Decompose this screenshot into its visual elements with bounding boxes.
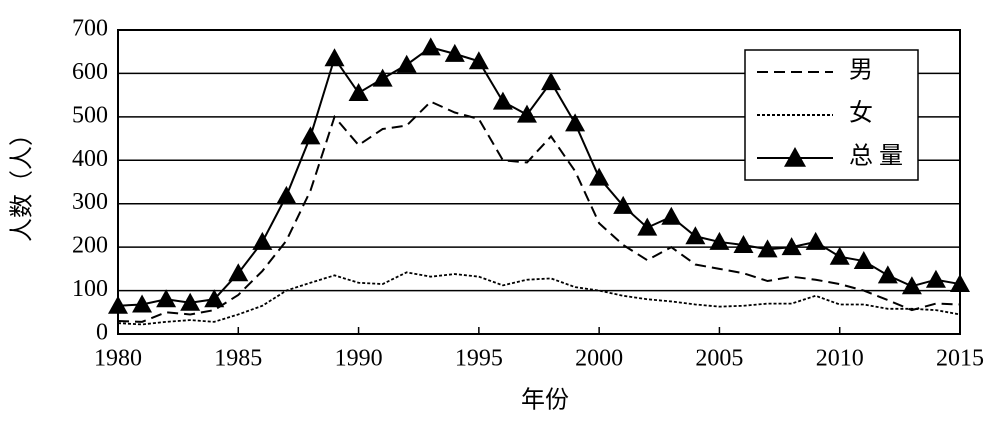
- marker: [156, 289, 177, 308]
- marker: [541, 72, 562, 91]
- marker: [757, 239, 778, 258]
- marker: [733, 234, 754, 253]
- marker: [324, 48, 345, 67]
- marker: [565, 113, 586, 132]
- marker: [805, 231, 826, 250]
- y-tick-label: 0: [96, 320, 108, 346]
- plot-frame: [117, 29, 961, 335]
- marker: [420, 37, 441, 56]
- marker: [516, 104, 537, 123]
- series-line: [117, 100, 961, 323]
- marker: [468, 51, 489, 70]
- y-tick-label: 700: [72, 16, 108, 42]
- y-tick-label: 100: [72, 276, 108, 302]
- x-tick-label: 2000: [575, 346, 623, 372]
- y-tick-label: 600: [72, 59, 108, 85]
- marker: [901, 276, 922, 295]
- y-tick-label: 300: [72, 189, 108, 215]
- x-tick-label: 1990: [335, 346, 383, 372]
- marker: [950, 274, 970, 293]
- marker: [108, 295, 128, 314]
- legend-label: 男: [849, 58, 879, 84]
- marker: [661, 206, 682, 225]
- marker: [300, 126, 321, 145]
- marker: [829, 246, 850, 265]
- marker: [396, 54, 417, 73]
- marker: [252, 231, 273, 250]
- marker: [685, 226, 706, 245]
- marker: [781, 237, 802, 256]
- marker: [372, 68, 393, 87]
- marker: [492, 91, 513, 110]
- legend-label: 总量: [849, 143, 909, 170]
- x-tick-label: 1995: [455, 346, 503, 372]
- marker: [877, 265, 898, 284]
- marker: [613, 195, 634, 214]
- x-tick-label: 2005: [695, 346, 743, 372]
- marker: [709, 231, 730, 250]
- marker: [180, 292, 201, 311]
- marker: [853, 251, 874, 270]
- y-tick-label: 500: [72, 102, 108, 128]
- legend-marker: [784, 147, 806, 167]
- x-tick-label: 2015: [936, 346, 984, 372]
- y-tick-label: 200: [72, 233, 108, 259]
- marker: [925, 269, 946, 288]
- y-axis-label: 人数（人）: [9, 122, 36, 242]
- marker: [348, 82, 369, 101]
- marker: [444, 43, 465, 62]
- marker: [132, 294, 153, 313]
- legend-label: 女: [849, 100, 879, 127]
- marker: [276, 185, 297, 204]
- marker: [637, 217, 658, 236]
- marker: [204, 289, 225, 308]
- marker: [228, 263, 249, 282]
- marker: [589, 167, 610, 186]
- series-line: [117, 271, 961, 326]
- x-tick-label: 1980: [94, 346, 142, 372]
- x-tick-label: 1985: [214, 346, 262, 372]
- x-axis-label: 年份: [521, 387, 569, 414]
- x-tick-label: 2010: [816, 346, 864, 372]
- y-tick-label: 400: [72, 146, 108, 172]
